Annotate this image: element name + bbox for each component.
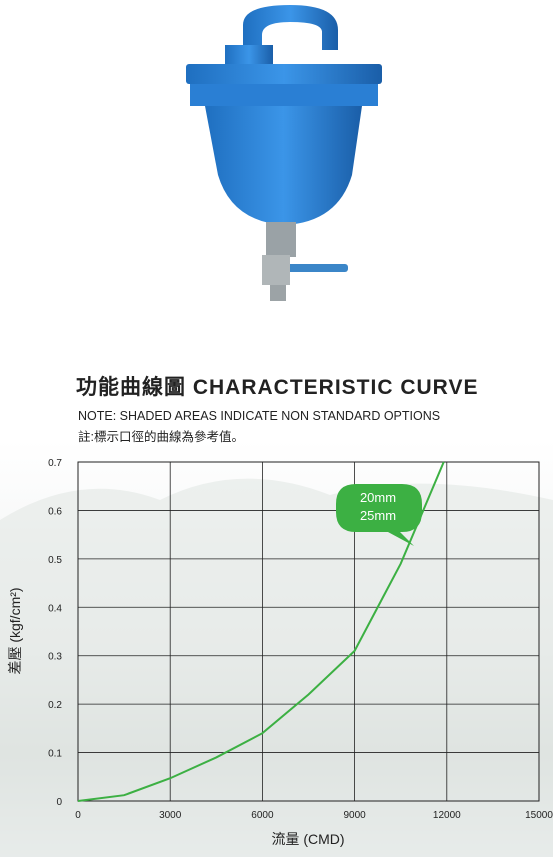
y-tick-label: 0.5: [48, 555, 62, 566]
x-tick-label: 6000: [251, 810, 274, 821]
callout-bubble: [336, 484, 422, 546]
callout-label: 25mm: [360, 508, 396, 523]
callout-label: 20mm: [360, 490, 396, 505]
y-tick-label: 0.2: [48, 700, 62, 711]
x-tick-label: 15000: [525, 810, 553, 821]
product-image: [186, 5, 382, 301]
title: 功能曲線圖 CHARACTERISTIC CURVE: [76, 375, 478, 399]
x-tick-label: 3000: [159, 810, 182, 821]
y-tick-label: 0.3: [48, 652, 62, 663]
x-tick-label: 12000: [433, 810, 461, 821]
y-tick-label: 0.7: [48, 458, 62, 469]
x-axis-label: 流量 (CMD): [271, 831, 344, 847]
y-axis-label: 差壓 (kgf/cm²): [7, 587, 23, 674]
x-tick-label: 9000: [343, 810, 366, 821]
note: NOTE: SHADED AREAS INDICATE NON STANDARD…: [78, 409, 440, 423]
curve: [77, 461, 445, 802]
chart: 0 0.1 0.2 0.3 0.4 0.5 0.6 0.7 0 3000 6000 9000 12000…: [48, 458, 553, 821]
y-tick-label: 0.1: [48, 749, 62, 760]
note: 註:標示口徑的曲線為參考值。: [78, 429, 244, 444]
background-hills: [0, 478, 553, 857]
y-tick-label: 0.6: [48, 506, 62, 517]
y-tick-label: 0.4: [48, 603, 62, 614]
x-tick-label: 0: [75, 810, 81, 821]
y-tick-label: 0: [56, 797, 62, 808]
